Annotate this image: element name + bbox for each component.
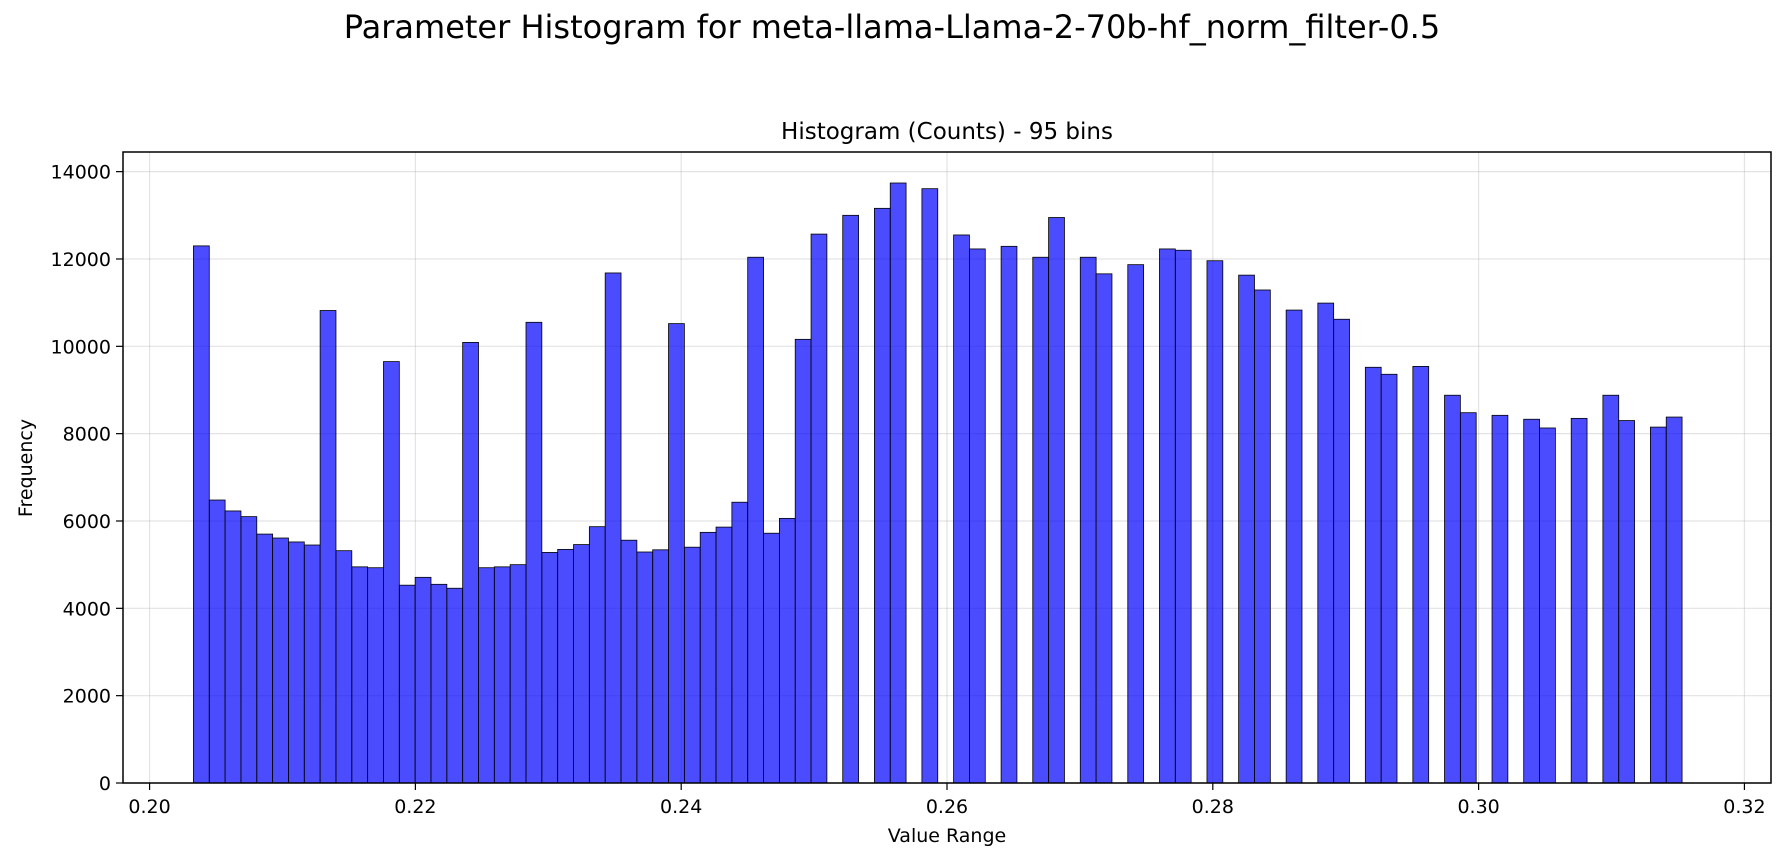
histogram-bar (683, 546, 701, 784)
histogram-bar (1333, 318, 1350, 784)
histogram-bar (1570, 417, 1588, 784)
histogram-bar (446, 587, 464, 784)
histogram-bar (1000, 245, 1018, 784)
y-axis-label: Frequency (15, 419, 37, 517)
x-tick-label: 0.20 (128, 796, 170, 818)
x-tick-label: 0.30 (1457, 796, 1499, 818)
histogram-bar (272, 537, 289, 784)
y-tick-label: 6000 (63, 511, 111, 533)
tick-layer: 0.20 0.22 0.24 0.26 0.28 0.30 0.32 0 2000 4000 600… (51, 162, 1766, 818)
histogram-bar (1285, 309, 1303, 784)
histogram-bar (1602, 394, 1620, 784)
histogram-bar (1412, 366, 1430, 784)
histogram-bar (1032, 256, 1050, 784)
histogram-bar (1444, 394, 1461, 784)
histogram-bar (1618, 420, 1635, 784)
histogram-bar (1127, 264, 1145, 784)
histogram-bar (620, 539, 638, 784)
histogram-bar (1491, 414, 1509, 784)
histogram-bar (240, 516, 258, 784)
x-tick-label: 0.28 (1192, 796, 1234, 818)
x-tick-label: 0.32 (1723, 796, 1765, 818)
histogram-bar (1459, 412, 1477, 784)
histogram-bar (541, 552, 559, 784)
histogram-bar (874, 207, 891, 784)
histogram-bar (731, 501, 749, 784)
histogram-bar (1159, 248, 1176, 784)
histogram-bar (351, 566, 369, 784)
histogram-bar (1174, 249, 1192, 784)
histogram-bar (668, 323, 685, 784)
x-tick-label: 0.26 (926, 796, 968, 818)
histogram-bar (1206, 260, 1224, 784)
histogram-bar (224, 510, 242, 784)
x-tick-label: 0.22 (394, 796, 436, 818)
y-tick-label: 12000 (51, 249, 111, 271)
histogram-bar (430, 583, 448, 784)
histogram-bar (573, 544, 590, 784)
histogram-bar (969, 248, 986, 784)
histogram-bar (889, 182, 907, 784)
histogram-bar (303, 544, 321, 784)
histogram-bar (367, 567, 384, 784)
histogram-bar (810, 233, 828, 784)
histogram-bar (1079, 256, 1097, 784)
histogram-bar (462, 341, 479, 784)
histogram-bar (335, 550, 353, 784)
histogram-bar (383, 361, 400, 784)
histogram-bar (588, 526, 606, 784)
histogram-bar (398, 584, 416, 784)
histogram-bar (493, 566, 511, 784)
y-tick-label: 10000 (51, 336, 111, 358)
histogram-bar (256, 533, 274, 784)
x-axis-label: Value Range (888, 825, 1006, 847)
histogram-bar (1317, 302, 1335, 784)
histogram-bar (699, 531, 717, 784)
histogram-bar (1364, 366, 1382, 784)
histogram-bar (1048, 217, 1065, 784)
x-tick-label: 0.24 (660, 796, 702, 818)
figure-suptitle: Parameter Histogram for meta-llama-Llama… (343, 8, 1441, 46)
y-tick-label: 14000 (51, 162, 111, 184)
bar-layer (193, 182, 1683, 784)
histogram-bar (652, 549, 669, 784)
histogram-bar (193, 245, 210, 784)
y-tick-label: 0 (99, 773, 111, 795)
histogram-bar (715, 526, 733, 784)
histogram-bar (1649, 426, 1667, 784)
histogram-bar (414, 576, 432, 784)
histogram-bar (525, 321, 543, 784)
histogram-bar (319, 310, 337, 784)
histogram-bar (604, 272, 622, 784)
histogram-bar (208, 499, 226, 784)
histogram-bar (636, 551, 654, 784)
histogram-bar (1380, 373, 1398, 784)
histogram-bar (478, 567, 495, 784)
histogram-bar (509, 564, 527, 784)
histogram-bar (1665, 416, 1683, 784)
histogram-bar (794, 338, 812, 784)
histogram-bar (953, 234, 970, 784)
y-tick-label: 2000 (63, 686, 111, 708)
y-tick-label: 8000 (63, 424, 111, 446)
histogram-bar (1539, 427, 1556, 784)
histogram-bar (921, 188, 939, 784)
histogram-bar (1523, 418, 1540, 784)
histogram-bar (842, 214, 859, 784)
histogram-bar (1238, 274, 1255, 784)
histogram-bar (1095, 273, 1113, 784)
histogram-bar (288, 541, 305, 784)
histogram-bar (763, 532, 780, 784)
histogram-bar (1254, 289, 1271, 784)
histogram-bar (747, 256, 764, 784)
histogram-bar (557, 548, 574, 784)
y-tick-label: 4000 (63, 598, 111, 620)
chart-title: Histogram (Counts) - 95 bins (781, 119, 1113, 145)
histogram-bar (778, 517, 796, 784)
